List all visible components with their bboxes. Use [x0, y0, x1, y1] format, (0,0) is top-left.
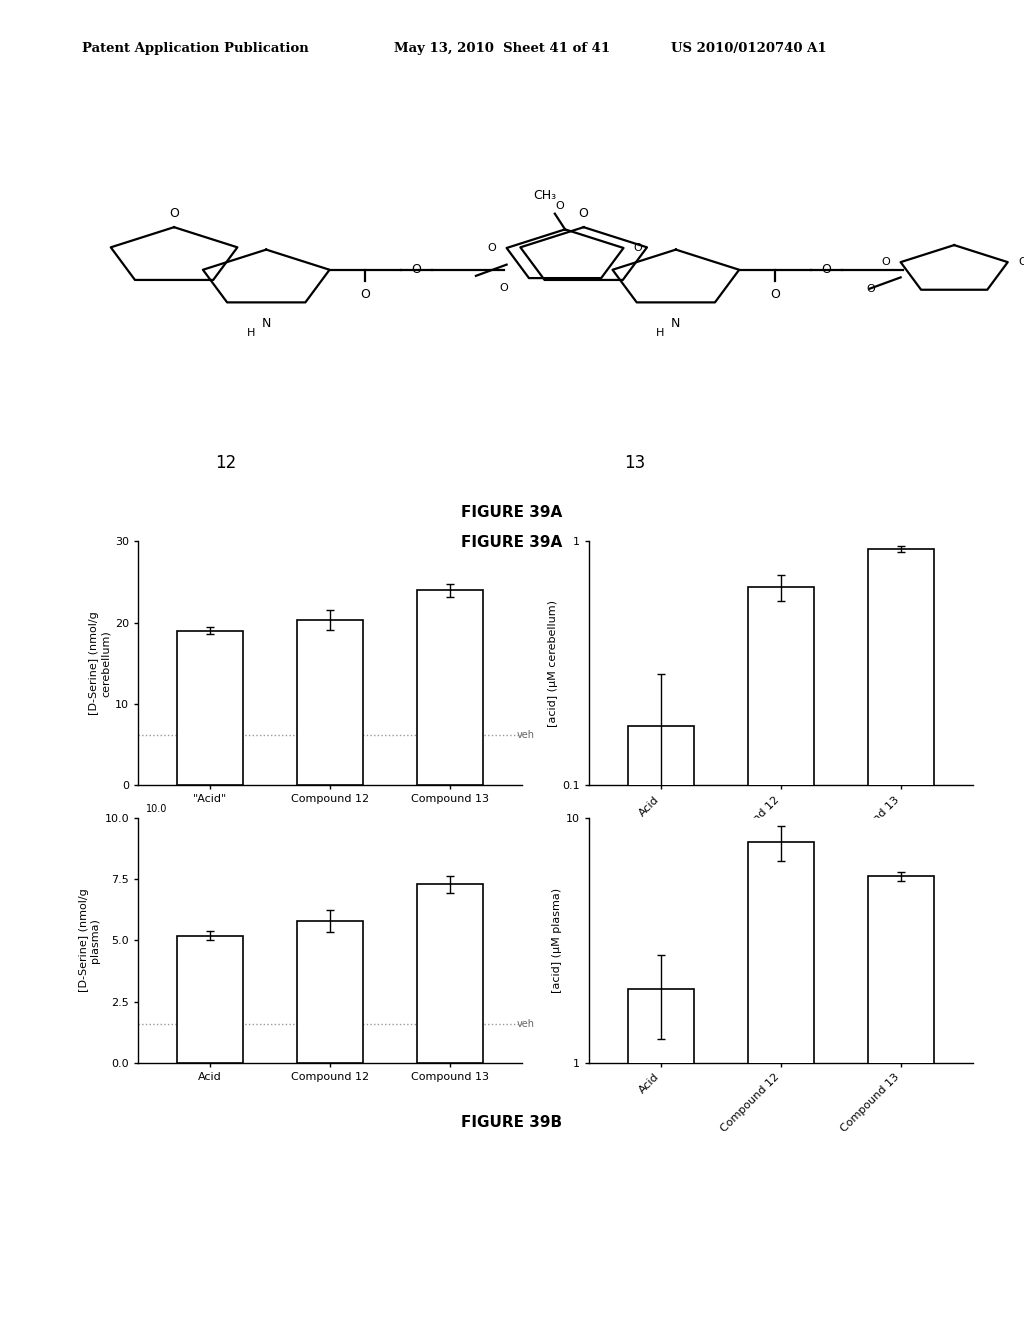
- Y-axis label: [D-Serine] (nmol/g
cerebellum): [D-Serine] (nmol/g cerebellum): [89, 611, 111, 715]
- Text: O: O: [360, 288, 371, 301]
- Bar: [748, 842, 814, 1320]
- Text: O: O: [821, 263, 831, 276]
- Text: O: O: [579, 207, 589, 220]
- Text: CH₃: CH₃: [534, 190, 556, 202]
- Text: O: O: [487, 243, 497, 253]
- Text: O: O: [556, 202, 564, 211]
- Bar: [417, 590, 483, 785]
- Text: May 13, 2010  Sheet 41 of 41: May 13, 2010 Sheet 41 of 41: [394, 42, 610, 55]
- Text: O: O: [866, 284, 876, 294]
- Text: 13: 13: [625, 454, 645, 471]
- Text: FIGURE 39A: FIGURE 39A: [462, 504, 562, 520]
- Text: N: N: [671, 317, 681, 330]
- Text: O: O: [1018, 257, 1024, 267]
- Bar: [867, 876, 934, 1320]
- Text: FIGURE 39B: FIGURE 39B: [462, 1115, 562, 1130]
- Text: O: O: [500, 282, 509, 293]
- Bar: [177, 631, 244, 785]
- Text: Patent Application Publication: Patent Application Publication: [82, 42, 308, 55]
- Text: H: H: [656, 329, 665, 338]
- Y-axis label: [acid] (μM plasma): [acid] (μM plasma): [552, 888, 561, 993]
- Bar: [628, 726, 694, 1320]
- Text: 12: 12: [215, 454, 236, 471]
- Text: O: O: [882, 257, 891, 267]
- Bar: [628, 989, 694, 1320]
- Text: O: O: [634, 243, 642, 253]
- Text: veh: veh: [516, 1019, 535, 1028]
- Text: O: O: [770, 288, 780, 301]
- Text: H: H: [247, 329, 255, 338]
- Y-axis label: [D-Serine] (nmol/g
plasma): [D-Serine] (nmol/g plasma): [79, 888, 100, 993]
- Bar: [177, 936, 244, 1063]
- Bar: [417, 884, 483, 1063]
- Y-axis label: [acid] (μM cerebellum): [acid] (μM cerebellum): [548, 599, 558, 727]
- Bar: [297, 921, 364, 1063]
- Text: 10.0: 10.0: [145, 804, 167, 813]
- Text: veh: veh: [516, 730, 535, 741]
- Text: FIGURE 39A: FIGURE 39A: [462, 535, 562, 549]
- Text: N: N: [261, 317, 271, 330]
- Text: US 2010/0120740 A1: US 2010/0120740 A1: [671, 42, 826, 55]
- Bar: [748, 587, 814, 1320]
- Bar: [867, 549, 934, 1320]
- Bar: [297, 620, 364, 785]
- Text: O: O: [169, 207, 179, 220]
- Text: O: O: [412, 263, 422, 276]
